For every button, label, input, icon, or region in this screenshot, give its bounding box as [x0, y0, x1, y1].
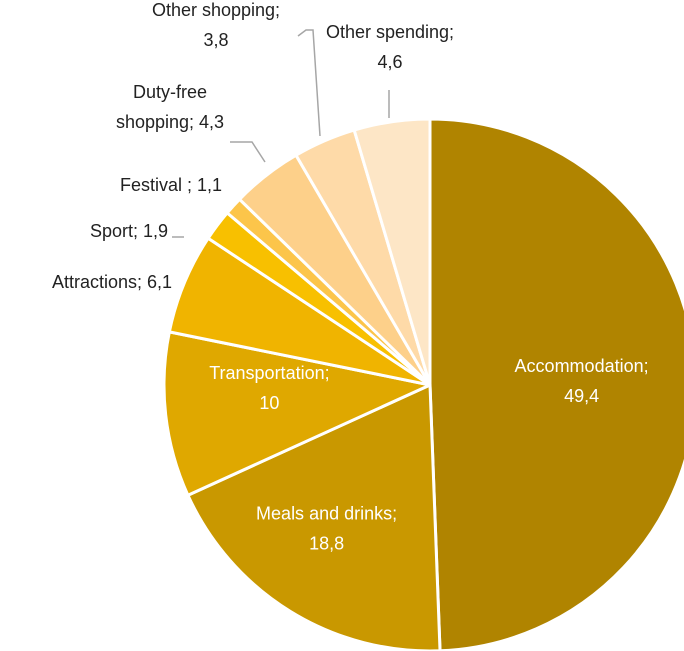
- slice-value-text: shopping; 4,3: [116, 112, 224, 132]
- slice-label-other-spending: Other spending; 4,6: [326, 22, 454, 72]
- slice-value-text: 3,8: [203, 30, 228, 50]
- pie-slice-accommodation: [428, 117, 684, 651]
- slice-label-festival: Festival ; 1,1: [120, 175, 222, 195]
- slice-value-text: 10: [259, 393, 279, 413]
- slice-label-accommodation: Accommodation; 49,4: [515, 356, 649, 406]
- slice-label-text: Transportation;: [209, 363, 329, 383]
- slice-label-other-shopping: Other shopping; 3,8: [152, 0, 280, 50]
- slice-label-text: Accommodation;: [515, 356, 649, 376]
- pie-slice-meals-and-drinks: [186, 383, 442, 651]
- slice-label-text: Sport; 1,9: [90, 221, 168, 241]
- slice-value-text: 4,6: [377, 52, 402, 72]
- slice-value-text: 49,4: [564, 386, 599, 406]
- slice-label-sport: Sport; 1,9: [90, 221, 168, 241]
- slice-label-meals-and-drinks: Meals and drinks; 18,8: [256, 504, 397, 554]
- leader-line-other-shopping: [297, 29, 321, 137]
- slice-label-text: Duty-free: [133, 82, 207, 102]
- pie-slices: [162, 117, 684, 651]
- slice-label-text: Other spending;: [326, 22, 454, 42]
- slice-labels: Accommodation; 49,4 Meals and drinks; 18,8 T…: [52, 0, 649, 554]
- pie-slice-other-spending: [352, 117, 432, 387]
- slice-label-text: Other shopping;: [152, 0, 280, 20]
- slice-label-attractions: Attractions; 6,1: [52, 272, 172, 292]
- slice-label-text: Meals and drinks;: [256, 504, 397, 524]
- slice-label-transportation: Transportation; 10: [209, 363, 329, 413]
- slice-label-text: Attractions; 6,1: [52, 272, 172, 292]
- leader-lines: [172, 29, 390, 238]
- slice-label-duty-free-shopping: Duty-free shopping; 4,3: [116, 82, 224, 132]
- slice-label-text: Festival ; 1,1: [120, 175, 222, 195]
- leader-line-duty-free-shopping: [230, 141, 266, 163]
- slice-value-text: 18,8: [309, 534, 344, 554]
